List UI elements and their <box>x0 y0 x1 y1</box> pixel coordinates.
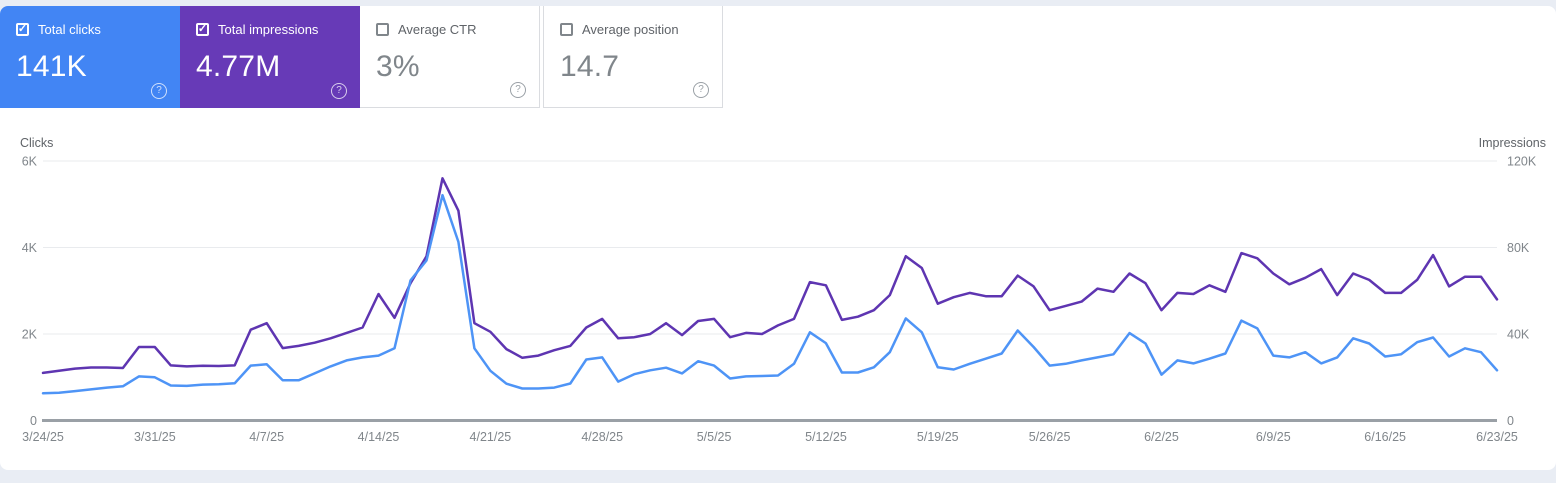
card-average-ctr[interactable]: Average CTR 3% <box>360 6 540 108</box>
card-total-clicks[interactable]: Total clicks 141K <box>0 6 180 108</box>
svg-text:6K: 6K <box>22 155 38 169</box>
average-ctr-value: 3% <box>376 50 420 83</box>
svg-text:Clicks: Clicks <box>20 136 53 150</box>
help-icon[interactable] <box>510 82 526 98</box>
svg-text:4/14/25: 4/14/25 <box>358 430 400 444</box>
svg-text:2K: 2K <box>22 328 38 342</box>
total-clicks-checkbox-icon[interactable] <box>16 23 29 36</box>
svg-text:5/5/25: 5/5/25 <box>697 430 732 444</box>
svg-text:5/12/25: 5/12/25 <box>805 430 847 444</box>
svg-text:6/23/25: 6/23/25 <box>1476 430 1518 444</box>
card-average-position[interactable]: Average position 14.7 <box>543 6 723 108</box>
svg-text:40K: 40K <box>1507 328 1530 342</box>
average-position-value: 14.7 <box>560 50 620 83</box>
card-label: Total clicks <box>38 22 101 37</box>
svg-text:4K: 4K <box>22 241 38 255</box>
card-header: Total clicks <box>16 22 166 37</box>
svg-text:4/21/25: 4/21/25 <box>470 430 512 444</box>
total-impressions-checkbox-icon[interactable] <box>196 23 209 36</box>
total-clicks-value: 141K <box>16 50 87 83</box>
card-label: Total impressions <box>218 22 319 37</box>
svg-text:120K: 120K <box>1507 155 1537 169</box>
card-header: Average CTR <box>376 22 525 37</box>
help-icon[interactable] <box>151 83 167 99</box>
card-total-impressions[interactable]: Total impressions 4.77M <box>180 6 360 108</box>
svg-text:5/19/25: 5/19/25 <box>917 430 959 444</box>
average-ctr-checkbox-icon[interactable] <box>376 23 389 36</box>
svg-text:5/26/25: 5/26/25 <box>1029 430 1071 444</box>
help-icon[interactable] <box>693 82 709 98</box>
svg-text:80K: 80K <box>1507 241 1530 255</box>
svg-text:3/31/25: 3/31/25 <box>134 430 176 444</box>
card-header: Total impressions <box>196 22 346 37</box>
svg-text:0: 0 <box>1507 414 1514 428</box>
svg-text:0: 0 <box>30 414 37 428</box>
performance-chart[interactable]: 0 2K 4K 6K 0 40K 80K 120K Clicks Impressions 3/24/… <box>0 131 1556 463</box>
svg-text:4/28/25: 4/28/25 <box>581 430 623 444</box>
card-label: Average position <box>582 22 679 37</box>
svg-text:4/7/25: 4/7/25 <box>249 430 284 444</box>
svg-text:Impressions: Impressions <box>1479 136 1546 150</box>
help-icon[interactable] <box>331 83 347 99</box>
metric-cards: Total clicks 141K Total impressions 4.77… <box>0 6 723 108</box>
card-header: Average position <box>560 22 708 37</box>
svg-text:3/24/25: 3/24/25 <box>22 430 64 444</box>
average-position-checkbox-icon[interactable] <box>560 23 573 36</box>
total-impressions-value: 4.77M <box>196 50 281 83</box>
card-label: Average CTR <box>398 22 477 37</box>
svg-text:6/2/25: 6/2/25 <box>1144 430 1179 444</box>
performance-panel: Total clicks 141K Total impressions 4.77… <box>0 6 1556 470</box>
svg-text:6/16/25: 6/16/25 <box>1364 430 1406 444</box>
svg-text:6/9/25: 6/9/25 <box>1256 430 1291 444</box>
